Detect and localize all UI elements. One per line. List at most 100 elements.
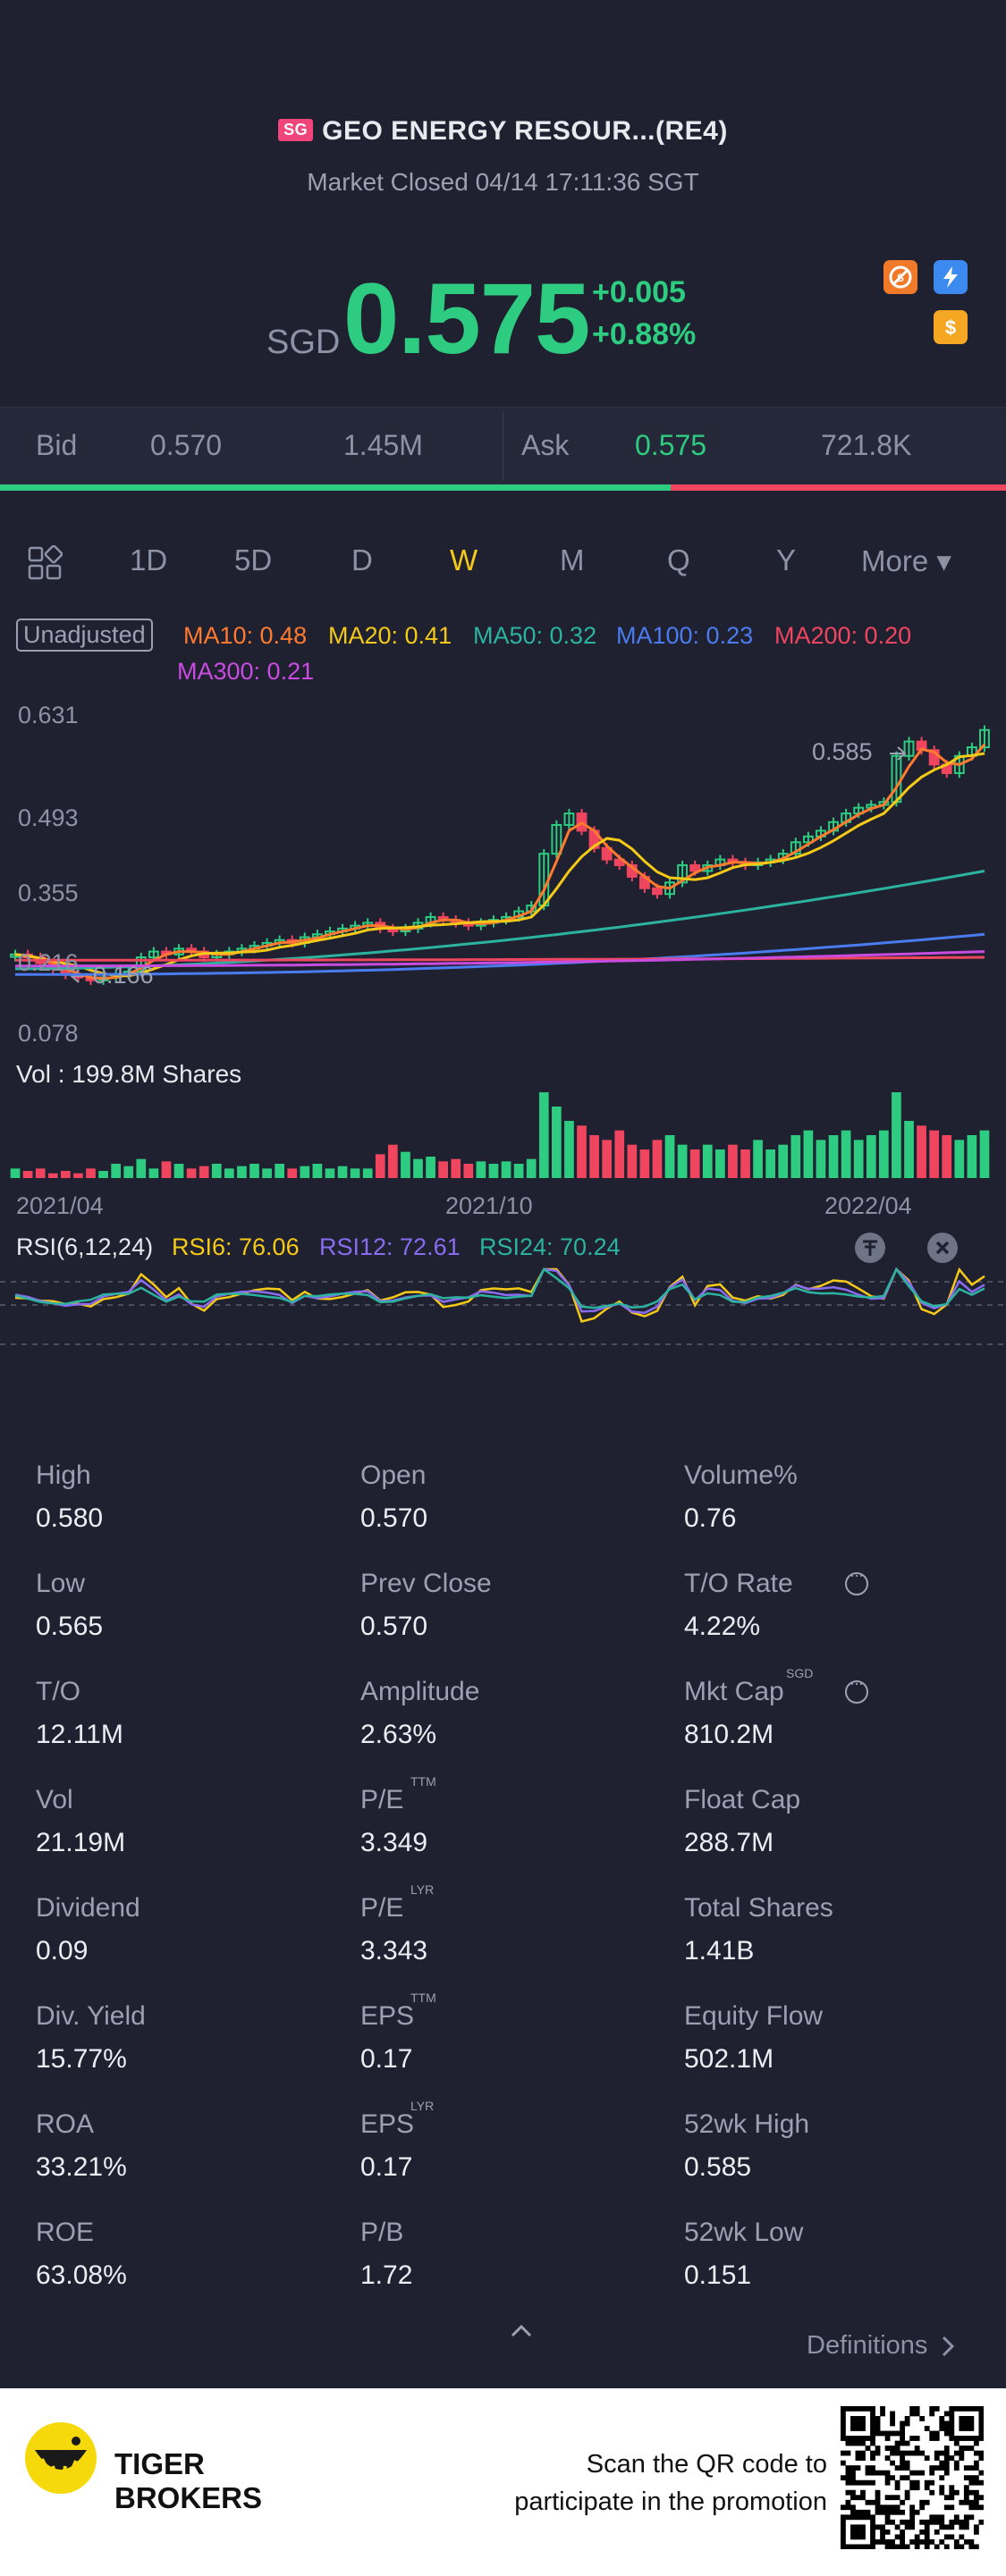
no-short-icon[interactable]: S bbox=[883, 260, 917, 294]
qr-module bbox=[900, 2499, 906, 2505]
qr-module bbox=[943, 2524, 950, 2530]
qr-module bbox=[939, 2514, 945, 2521]
stat-value: 0.09 bbox=[36, 1936, 89, 1966]
qr-module bbox=[900, 2538, 906, 2545]
qr-module bbox=[890, 2446, 895, 2451]
stat-label: Float Cap bbox=[684, 1785, 801, 1814]
stats-panel: High 0.580 Open 0.570 Volume% 0.76 Low 0.565 Pre… bbox=[0, 1412, 1006, 2387]
qr-module bbox=[909, 2485, 916, 2491]
qr-module bbox=[959, 2534, 965, 2540]
qr-module bbox=[914, 2436, 920, 2441]
stat-label: EPS bbox=[360, 2001, 415, 2031]
qr-module bbox=[855, 2534, 861, 2540]
qr-module bbox=[978, 2411, 984, 2417]
qr-module bbox=[968, 2436, 975, 2441]
volume-bar bbox=[538, 1092, 549, 1178]
stat-value: 2.63% bbox=[360, 1720, 437, 1749]
tab-q[interactable]: Q bbox=[667, 543, 690, 577]
qr-module bbox=[919, 2504, 926, 2511]
price-chart[interactable] bbox=[0, 0, 1006, 1412]
candle bbox=[802, 835, 814, 844]
tab-m[interactable]: M bbox=[560, 543, 585, 577]
stat-value: 4.22% bbox=[684, 1612, 761, 1641]
qr-module bbox=[904, 2465, 910, 2471]
qr-module bbox=[850, 2504, 856, 2511]
volume-bar bbox=[136, 1158, 147, 1178]
tab-d[interactable]: D bbox=[351, 543, 373, 577]
qr-module bbox=[949, 2430, 955, 2437]
qr-module bbox=[880, 2430, 885, 2437]
qr-module bbox=[968, 2446, 975, 2451]
tab-1d[interactable]: 1D bbox=[130, 543, 168, 577]
market-status: Market Closed 04/14 17:11:36 SGT bbox=[307, 168, 699, 196]
qr-module bbox=[894, 2495, 900, 2501]
tab-w[interactable]: W bbox=[450, 543, 478, 577]
qr-module bbox=[949, 2504, 955, 2511]
qr-module bbox=[943, 2544, 950, 2549]
indicator-settings-icon[interactable] bbox=[854, 1232, 886, 1268]
qr-module bbox=[904, 2420, 910, 2427]
qr-module bbox=[953, 2538, 960, 2545]
info-more-icon[interactable] bbox=[845, 1674, 868, 1704]
qr-module bbox=[870, 2479, 875, 2486]
qr-module bbox=[939, 2416, 945, 2421]
qr-module bbox=[914, 2534, 920, 2540]
rsi-title: RSI(6,12,24) bbox=[16, 1233, 154, 1260]
definitions-link[interactable]: Definitions bbox=[807, 2331, 956, 2361]
qr-module bbox=[949, 2485, 955, 2491]
qr-module bbox=[865, 2446, 871, 2451]
qr-module bbox=[959, 2436, 965, 2441]
qr-module bbox=[953, 2465, 960, 2471]
qr-module bbox=[860, 2416, 866, 2421]
info-more-icon[interactable] bbox=[845, 1566, 868, 1595]
close-indicator-icon[interactable] bbox=[926, 1232, 959, 1268]
stock-title[interactable]: SG GEO ENERGY RESOUR...(RE4) bbox=[0, 116, 1006, 147]
candle bbox=[601, 846, 613, 861]
volume-bar bbox=[917, 1125, 926, 1178]
layout-grid-icon[interactable] bbox=[27, 544, 63, 585]
volume-bar bbox=[967, 1135, 977, 1178]
qr-module bbox=[850, 2465, 856, 2471]
qr-module bbox=[860, 2509, 866, 2515]
qr-module bbox=[943, 2455, 950, 2461]
dollar-icon[interactable]: $ bbox=[934, 310, 968, 344]
stat-value: 0.570 bbox=[360, 1612, 428, 1641]
stat-label: P/E bbox=[360, 1893, 404, 1923]
volume-bar bbox=[929, 1130, 940, 1178]
qr-module bbox=[914, 2485, 920, 2491]
adjust-toggle[interactable]: Unadjusted bbox=[16, 619, 153, 652]
qr-module bbox=[919, 2538, 926, 2545]
expand-chevron-icon[interactable] bbox=[508, 2321, 535, 2344]
qr-module bbox=[909, 2479, 916, 2486]
flash-icon[interactable] bbox=[934, 260, 968, 294]
volume-bar bbox=[740, 1149, 750, 1178]
qr-module bbox=[884, 2544, 891, 2549]
qr-module bbox=[870, 2465, 875, 2471]
qr-module bbox=[909, 2406, 916, 2412]
stat-label: ROA bbox=[36, 2109, 95, 2139]
qr-module bbox=[934, 2455, 940, 2461]
volume-bar bbox=[60, 1171, 71, 1178]
stat-superscript: TTM bbox=[410, 1991, 436, 2005]
qr-module bbox=[870, 2436, 875, 2441]
stat-value: 0.151 bbox=[684, 2260, 752, 2290]
stat-value: 1.72 bbox=[360, 2260, 413, 2290]
qr-module bbox=[894, 2446, 900, 2451]
qr-module bbox=[909, 2538, 916, 2545]
volume-bar bbox=[853, 1140, 864, 1178]
currency-label: SGD bbox=[266, 324, 341, 361]
tab-5d[interactable]: 5D bbox=[234, 543, 273, 577]
candle bbox=[677, 864, 689, 884]
tab-y[interactable]: Y bbox=[776, 543, 797, 577]
qr-module bbox=[904, 2450, 910, 2456]
qr-module bbox=[865, 2479, 871, 2486]
qr-module bbox=[959, 2416, 965, 2421]
qr-module bbox=[929, 2465, 935, 2471]
qr-code[interactable] bbox=[841, 2406, 984, 2549]
volume-bar bbox=[765, 1149, 776, 1178]
tab-more[interactable]: More ▾ bbox=[861, 544, 951, 577]
volume-bar bbox=[22, 1171, 33, 1178]
qr-module bbox=[855, 2450, 861, 2456]
y-tick-3: 0.216 bbox=[18, 949, 79, 976]
stat-superscript: TTM bbox=[410, 1774, 436, 1789]
